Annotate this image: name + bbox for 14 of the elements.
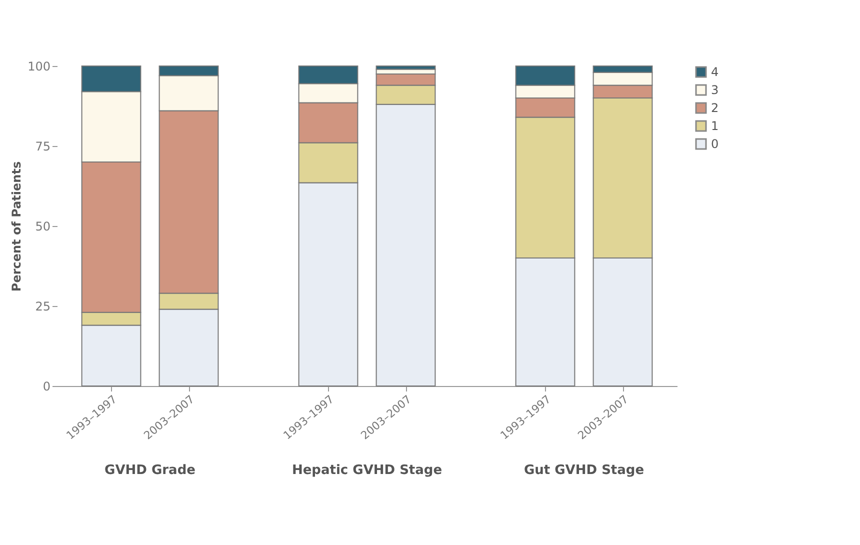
legend-label: 0: [711, 137, 719, 151]
y-tick-label: 25: [35, 300, 50, 314]
y-tick-label: 0: [42, 380, 50, 394]
text: Gut GVHD Stage: [524, 463, 644, 478]
y-tick-label: 50: [35, 220, 50, 234]
text: Hepatic GVHD Stage: [292, 463, 442, 478]
legend-label: 1: [711, 119, 719, 133]
text: GVHD Grade: [104, 463, 196, 478]
y-tick-label: 75: [35, 140, 50, 154]
y-axis-title: Percent of Patients: [10, 161, 24, 292]
legend-label: 4: [711, 65, 719, 79]
legend-label: 3: [711, 83, 719, 97]
y-tick-label: 100: [28, 60, 50, 74]
legend-label: 2: [711, 101, 719, 115]
